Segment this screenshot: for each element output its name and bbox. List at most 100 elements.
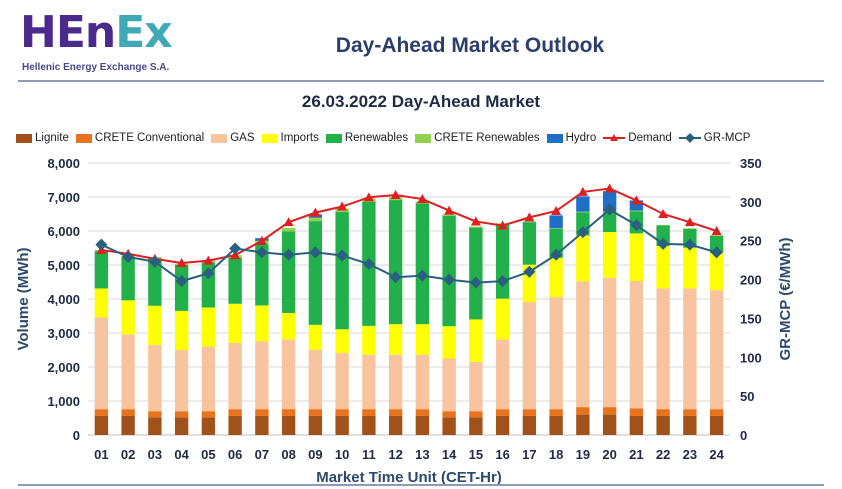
demand-point (470, 216, 481, 226)
mcp-point (229, 242, 242, 255)
legend-label: Renewables (344, 132, 409, 144)
bar-segment-crete-conventional (308, 409, 323, 416)
demand-point (363, 192, 374, 202)
mcp-point (550, 248, 563, 261)
bar-segment-lignite (228, 415, 242, 435)
bar-segment-imports (629, 233, 644, 281)
bar-segment-imports (415, 324, 430, 355)
bar-segment-gas (121, 334, 135, 410)
y-tick-label: 5,000 (47, 258, 80, 273)
bar-segment-renewables (602, 212, 617, 233)
bar-segment-imports (255, 305, 269, 342)
legend-item-hydro: Hydro (546, 132, 596, 144)
bar-segment-crete-conventional (174, 411, 189, 418)
bar-segment-imports (94, 288, 109, 318)
bar-segment-imports (469, 319, 483, 362)
y2-tick-label: 200 (740, 273, 762, 288)
bar-segment-crete-renewables (576, 211, 590, 213)
y2-tick-label: 50 (740, 389, 754, 404)
legend-label: CRETE Renewables (434, 132, 540, 144)
bar-segment-imports (576, 235, 590, 282)
logo-subtitle: Hellenic Energy Exchange S.A. (22, 62, 170, 73)
demand-point (203, 255, 214, 265)
bar-segment-imports (121, 300, 135, 335)
bar-segment-crete-conventional (335, 409, 349, 416)
bar-segment-crete-conventional (201, 411, 216, 418)
bar-segment-lignite (174, 417, 189, 435)
bar-segment-hydro (629, 200, 644, 211)
bar-segment-renewables (148, 258, 162, 306)
bar-segment-imports (656, 245, 670, 289)
y-tick-label: 6,000 (47, 224, 80, 239)
bar-segment-lignite (255, 415, 269, 435)
line-demand (101, 187, 717, 264)
legend-item-imports: Imports (261, 132, 319, 144)
x-tick-label: 07 (255, 447, 269, 462)
mcp-point (630, 219, 643, 232)
demand-point (497, 220, 508, 230)
bar-segment-lignite (148, 417, 162, 435)
mcp-point (710, 246, 723, 259)
x-tick-label: 05 (201, 447, 215, 462)
bar-segment-crete-conventional (549, 409, 563, 416)
legend-swatch (211, 133, 228, 143)
legend-label: Demand (628, 132, 672, 144)
demand-point (310, 207, 321, 217)
demand-point (577, 186, 588, 196)
legend-swatch (75, 133, 92, 143)
bar-segment-lignite (201, 417, 216, 435)
bar-segment-imports (709, 252, 724, 291)
legend-label: GAS (230, 132, 255, 144)
bar-segment-hydro (549, 215, 563, 229)
bar-segment-gas (656, 288, 670, 410)
footer-divider (18, 484, 824, 486)
mcp-point (282, 248, 295, 261)
mcp-point (443, 273, 456, 286)
bar-segment-gas (415, 354, 430, 410)
bar-segment-gas (255, 341, 269, 410)
x-tick-label: 13 (415, 447, 429, 462)
mcp-point (657, 237, 670, 250)
bar-segment-hydro (602, 191, 617, 212)
bar-segment-imports (442, 326, 456, 359)
bar-segment-gas (308, 349, 323, 410)
mcp-point (523, 265, 536, 278)
bar-segment-lignite (281, 415, 296, 435)
bar-segment-imports (602, 232, 617, 278)
bar-segment-gas (629, 280, 644, 409)
bar-segment-gas (549, 296, 563, 410)
x-tick-label: 03 (148, 447, 162, 462)
x-tick-label: 01 (94, 447, 108, 462)
bar-segment-gas (442, 358, 456, 412)
mcp-point (336, 249, 349, 262)
bar-segment-gas (469, 361, 483, 412)
y2-tick-label: 300 (740, 195, 762, 210)
legend-item-crete-conventional: CRETE Conventional (75, 132, 204, 144)
x-tick-label: 24 (709, 447, 724, 462)
bar-segment-renewables (388, 200, 403, 325)
bar-segment-crete-conventional (576, 407, 590, 415)
x-tick-label: 08 (281, 447, 295, 462)
bar-segment-gas (495, 339, 510, 410)
mcp-point (389, 271, 402, 284)
y2-tick-label: 0 (740, 428, 747, 443)
bar-segment-crete-renewables (442, 214, 456, 216)
y2-axis-title: GR-MCP (€/MWh) (777, 237, 794, 360)
chart-title: 26.03.2022 Day-Ahead Market (301, 92, 541, 111)
bar-segment-crete-conventional (415, 409, 430, 416)
bar-segment-imports (308, 324, 323, 350)
bar-segment-crete-conventional (495, 409, 510, 416)
bar-segment-lignite (362, 415, 376, 435)
x-tick-label: 18 (549, 447, 563, 462)
bar-segment-crete-renewables (549, 228, 563, 229)
bar-segment-crete-renewables (656, 224, 670, 226)
bar-segment-gas (174, 350, 189, 412)
bar-segment-imports (148, 305, 162, 345)
bar-segment-gas (522, 302, 537, 410)
bar-segment-lignite (121, 415, 135, 435)
henex-logo: HEnEx (20, 8, 173, 58)
demand-point (604, 183, 615, 193)
bar-segment-lignite (629, 415, 644, 435)
bar-segment-renewables (335, 211, 349, 330)
